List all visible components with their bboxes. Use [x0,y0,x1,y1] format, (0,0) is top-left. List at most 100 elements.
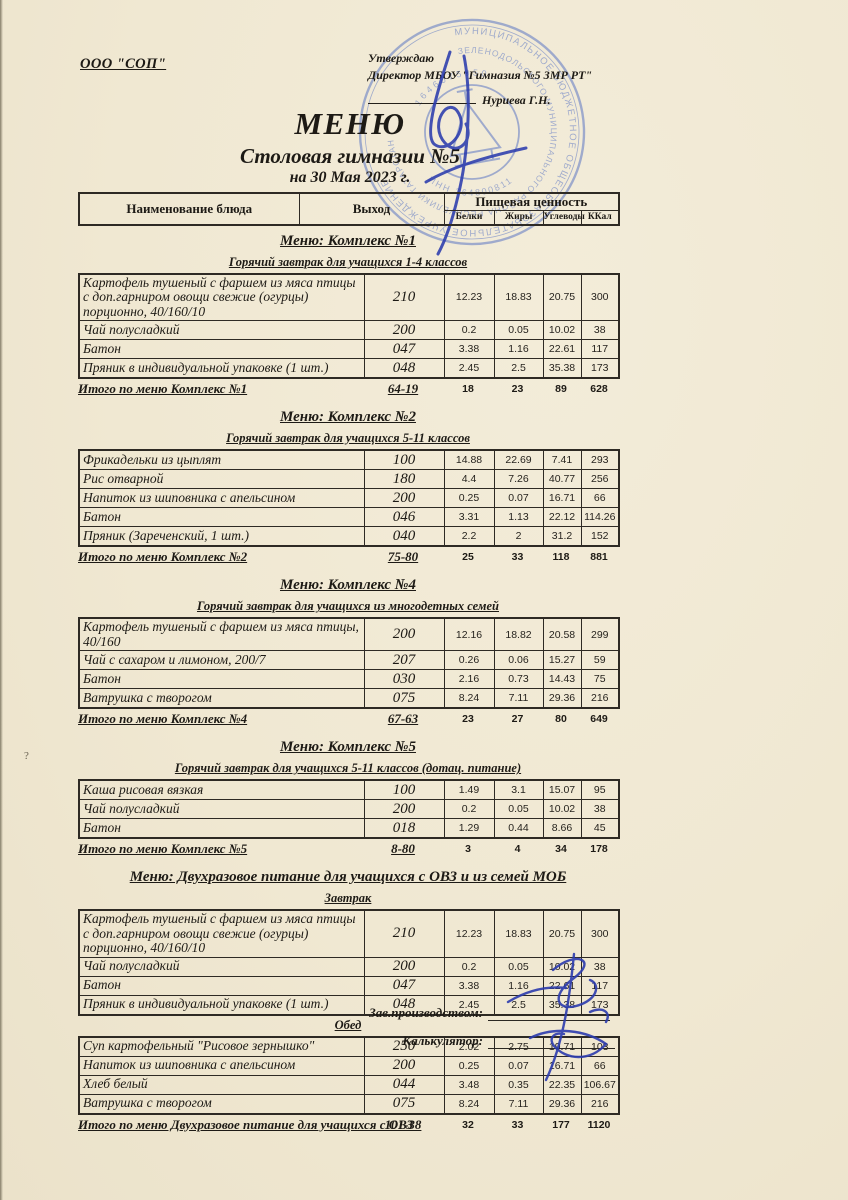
group-subtitle-text: Горячий завтрак для учащихся из многодет… [196,599,499,613]
section-title: Меню: Комплекс №4 [78,577,618,594]
calculator-label: Калькулятор: [402,1033,483,1048]
total-row: Итого по меню Комплекс №1 64-19 18 23 89 628 [78,381,618,397]
kcal-cell: 114.26 [580,507,620,527]
dish-name-cell: Пряник в индивидуальной упаковке (1 шт.) [78,358,365,379]
total-out: 101-38 [384,1116,422,1132]
menu-row: Напиток из шиповника с апельсином 200 0.25… [78,1055,620,1076]
out-cell: 046 [363,507,445,527]
total-kcal: 628 [590,383,608,395]
dish-name-cell: Ватрушка с творогом [78,688,365,709]
kcal-cell: 38 [580,320,620,340]
protein-cell: 3.31 [443,507,495,527]
menu-row: Фрикадельки из цыплят 100 14.88 22.69 7.41 29… [78,449,620,470]
manager-signature-line [488,1005,610,1021]
kcal-cell: 95 [580,779,620,800]
total-out: 75-80 [387,549,419,564]
total-label: Итого по меню Комплекс №5 [78,841,248,856]
footer-manager-row: Зав.производством: [300,1005,610,1021]
group-subtitle: Завтрак [78,891,618,906]
total-carbs: 177 [552,1118,570,1131]
total-row: Итого по меню Двухразовое питание для уч… [78,1117,618,1133]
menu-row: Каша рисовая вязкая 100 1.49 3.1 15.07 95 [78,779,620,800]
protein-cell: 3.38 [443,339,495,359]
total-label: Итого по меню Комплекс №2 [78,549,248,564]
protein-cell: 12.23 [443,909,495,958]
menu-table: Суп картофельный "Рисовое зернышко" 250 2.… [78,1035,620,1115]
total-kcal: 178 [590,843,608,855]
out-cell: 207 [363,650,445,670]
total-out: 64-19 [387,381,419,396]
menu-row: Ватрушка с творогом 075 8.24 7.11 29.36 216 [78,1093,620,1114]
protein-cell: 1.29 [443,818,495,839]
dish-name-cell: Батон [78,975,365,996]
total-out: 8-80 [391,841,415,856]
protein-cell: 0.2 [443,320,495,340]
out-cell: 040 [363,526,445,547]
protein-cell: 12.16 [443,617,495,651]
nutrition-header-table: Наименование блюда Выход Пищевая ценност… [78,192,621,226]
kcal-cell: 299 [580,617,620,651]
stamp-emblem [449,88,502,168]
carbs-cell: 29.36 [542,1093,582,1114]
column-kcal-header: ККал [580,210,620,225]
section-title-text: Меню: Комплекс №4 [280,577,416,593]
dish-name-cell: Напиток из шиповника с апельсином [78,488,365,508]
dish-name-cell: Пряник (Зареченский, 1 шт.) [78,526,365,547]
dish-name-cell: Каша рисовая вязкая [78,779,365,800]
out-cell: 018 [363,818,445,839]
fat-cell: 18.83 [493,909,544,958]
menu-section: Меню: Комплекс №2 Горячий завтрак для уча… [78,409,620,565]
out-cell: 100 [363,779,445,800]
carbs-cell: 22.35 [542,1074,582,1095]
out-cell: 047 [363,339,445,359]
dish-name-cell: Чай полусладкий [78,799,365,819]
group-subtitle-text: Горячий завтрак для учащихся 1-4 классов [228,254,468,269]
dish-name-cell: Батон [78,507,365,527]
total-label: Итого по меню Комплекс №4 [78,711,248,726]
dish-name-cell: Хлеб белый [78,1074,365,1095]
protein-cell: 2.16 [443,669,495,689]
protein-cell: 8.24 [443,688,495,709]
carbs-cell: 15.27 [542,650,582,670]
section-title-text: Меню: Комплекс №2 [280,409,416,425]
menu-row: Чай с сахаром и лимоном, 200/7 207 0.26 0.0… [78,650,620,670]
dish-name-cell: Суп картофельный "Рисовое зернышко" [78,1036,365,1057]
dish-name-cell: Ватрушка с творогом [78,1093,365,1114]
director-signature [424,50,528,256]
fat-cell: 2.5 [493,358,544,379]
total-kcal: 1120 [587,1118,611,1131]
menu-row: Батон 047 3.38 1.16 22.61 117 [78,339,620,359]
footer-calculator-row: Калькулятор: [300,1033,615,1049]
out-cell: 030 [363,669,445,689]
menu-row: Картофель тушеный с фаршем из мяса птицы… [78,909,620,958]
total-row: Итого по меню Комплекс №4 67-63 23 27 80 649 [78,711,618,727]
total-fat: 27 [511,713,524,725]
out-cell: 048 [363,994,445,1015]
total-kcal: 649 [590,713,608,725]
org-name: ООО "СОП" [80,56,167,72]
carbs-cell: 16.71 [542,1055,582,1076]
carbs-cell: 16.71 [542,488,582,508]
carbs-cell: 31.2 [542,526,582,547]
kcal-cell: 106.67 [580,1074,620,1095]
out-cell: 048 [363,358,445,379]
group-subtitle: Горячий завтрак для учащихся 5-11 классо… [78,761,618,776]
total-carbs: 80 [555,713,567,725]
section-title: Меню: Двухразовое питание для учащихся с… [78,869,618,886]
total-row: Итого по меню Комплекс №5 8-80 3 4 34 178 [78,841,618,857]
fat-cell: 2 [493,526,544,547]
stamp-center-circle [424,84,520,180]
total-protein: 3 [465,843,471,855]
menu-table: Картофель тушеный с фаршем из мяса птицы… [78,617,620,709]
total-protein: 32 [462,1118,474,1131]
menu-row: Чай полусладкий 200 0.2 0.05 10.02 38 [78,799,620,819]
dish-name-cell: Пряник в индивидуальной упаковке (1 шт.) [78,994,365,1015]
total-fat: 33 [511,1118,524,1131]
fat-cell: 0.05 [493,320,544,340]
dish-name-cell: Чай полусладкий [78,956,365,977]
group-subtitle-text: Горячий завтрак для учащихся 5-11 классо… [174,761,522,775]
column-fat-header: Жиры [493,210,544,225]
section-title-text: Меню: Комплекс №5 [280,739,416,755]
menu-table: Каша рисовая вязкая 100 1.49 3.1 15.07 95 Чай … [78,779,620,839]
dish-name-cell: Напиток из шиповника с апельсином [78,1055,365,1076]
